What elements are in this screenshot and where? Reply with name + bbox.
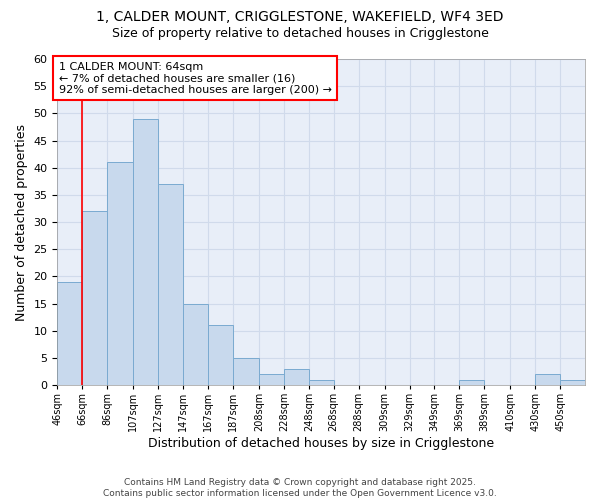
Bar bbox=[460, 380, 484, 385]
Bar bbox=[82, 211, 107, 385]
Bar bbox=[560, 380, 585, 385]
Bar bbox=[208, 326, 233, 385]
Text: Size of property relative to detached houses in Crigglestone: Size of property relative to detached ho… bbox=[112, 28, 488, 40]
Bar bbox=[535, 374, 560, 385]
Y-axis label: Number of detached properties: Number of detached properties bbox=[15, 124, 28, 320]
Bar bbox=[259, 374, 284, 385]
Bar bbox=[133, 119, 158, 385]
X-axis label: Distribution of detached houses by size in Crigglestone: Distribution of detached houses by size … bbox=[148, 437, 494, 450]
Bar bbox=[107, 162, 133, 385]
Text: Contains HM Land Registry data © Crown copyright and database right 2025.
Contai: Contains HM Land Registry data © Crown c… bbox=[103, 478, 497, 498]
Text: 1, CALDER MOUNT, CRIGGLESTONE, WAKEFIELD, WF4 3ED: 1, CALDER MOUNT, CRIGGLESTONE, WAKEFIELD… bbox=[96, 10, 504, 24]
Bar bbox=[158, 184, 183, 385]
Bar bbox=[233, 358, 259, 385]
Bar bbox=[309, 380, 334, 385]
Text: 1 CALDER MOUNT: 64sqm
← 7% of detached houses are smaller (16)
92% of semi-detac: 1 CALDER MOUNT: 64sqm ← 7% of detached h… bbox=[59, 62, 332, 95]
Bar bbox=[183, 304, 208, 385]
Bar bbox=[284, 369, 309, 385]
Bar bbox=[58, 282, 82, 385]
